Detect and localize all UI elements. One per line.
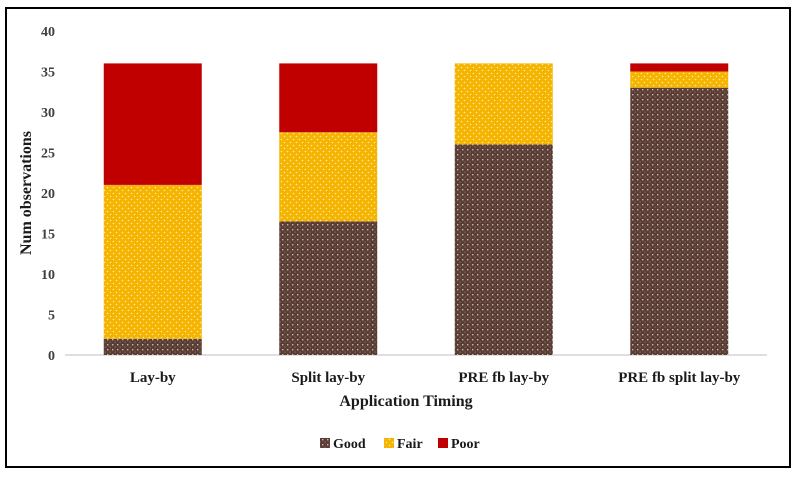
y-tick-label: 35: [41, 66, 55, 81]
legend-label-good: Good: [333, 437, 366, 452]
bar-poor-4: [630, 63, 729, 72]
y-tick-label: 15: [41, 228, 55, 243]
y-tick-label: 0: [48, 349, 55, 364]
bar-poor-2: [279, 63, 378, 133]
x-category-label: Lay-by: [130, 370, 176, 386]
y-tick-label: 25: [41, 147, 55, 162]
x-category-label: Split lay-by: [291, 370, 365, 386]
bar-good-4: [630, 87, 729, 355]
y-axis-title: Num observations: [18, 131, 35, 255]
bar-fair-1: [103, 184, 202, 339]
stacked-bar-chart: 0 5 10 15 20 25 30 35 40 Lay-by Split lay-by PRE f…: [18, 25, 767, 452]
y-tick-label: 30: [41, 106, 55, 121]
legend: Good Fair Poor: [320, 437, 480, 452]
y-tick-label: 5: [48, 309, 55, 324]
legend-swatch-poor: [438, 438, 448, 448]
bar-fair-3: [454, 63, 553, 145]
y-tick-label: 10: [41, 268, 55, 283]
legend-swatch-fair: [384, 438, 394, 448]
legend-swatch-good: [320, 438, 330, 448]
y-tick-label: 20: [41, 187, 55, 202]
bar-good-1: [103, 338, 202, 355]
x-category-label: PRE fb lay-by: [458, 370, 549, 386]
x-category-label: PRE fb split lay-by: [618, 370, 741, 386]
legend-label-fair: Fair: [397, 437, 423, 452]
x-axis-category-labels: Lay-by Split lay-by PRE fb lay-by PRE fb sp…: [130, 370, 741, 386]
bar-fair-4: [630, 71, 729, 88]
chart-frame: 0 5 10 15 20 25 30 35 40 Lay-by Split lay-by PRE f…: [5, 7, 791, 468]
bar-good-3: [454, 144, 553, 355]
bar-good-2: [279, 221, 378, 355]
bars-group: [103, 63, 729, 355]
y-tick-label: 40: [41, 25, 55, 40]
y-axis-tick-labels: 0 5 10 15 20 25 30 35 40: [41, 25, 55, 364]
x-axis-title: Application Timing: [339, 393, 472, 410]
bar-poor-1: [103, 63, 202, 185]
bar-fair-2: [279, 132, 378, 222]
legend-label-poor: Poor: [451, 437, 480, 452]
